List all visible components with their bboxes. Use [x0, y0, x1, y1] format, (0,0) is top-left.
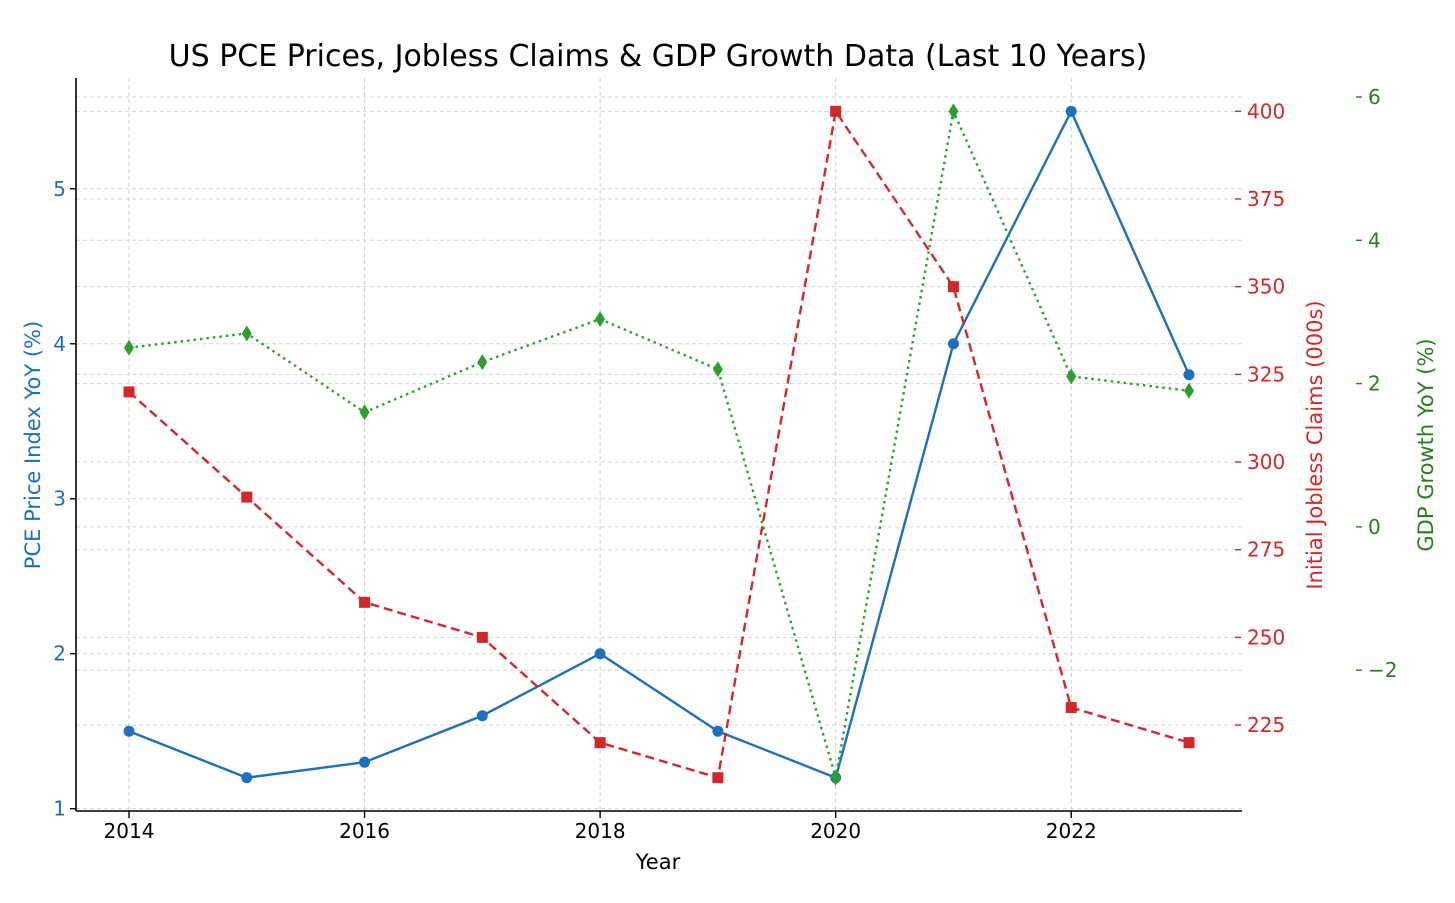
series-left-line — [128, 110, 1191, 779]
right-tick-label: 225 — [1247, 713, 1285, 737]
right-tick-label: 400 — [1247, 99, 1285, 123]
series-right-point — [830, 105, 842, 117]
x-tick-label: 2018 — [575, 819, 626, 843]
series-far-right-point — [1066, 368, 1077, 385]
left-tick-label: 4 — [53, 332, 66, 356]
left-tick-label: 2 — [53, 642, 66, 666]
series-far-right-point — [712, 361, 723, 378]
left-tick-label: 1 — [53, 797, 66, 821]
series-left-point — [712, 725, 724, 737]
series-left-point — [594, 648, 606, 660]
right-y-axis-label: Initial Jobless Claims (000s) — [1303, 300, 1327, 589]
left-tick-label: 3 — [53, 487, 66, 511]
x-axis-label: Year — [635, 850, 681, 874]
x-tick-label: 2014 — [104, 819, 155, 843]
x-tick-label: 2016 — [339, 819, 390, 843]
series-left-point — [947, 338, 959, 350]
x-tick-label: 2022 — [1046, 819, 1097, 843]
far-right-tick-label: −2 — [1368, 658, 1397, 682]
x-tick-label: 2020 — [810, 819, 861, 843]
far-right-y-axis-label: GDP Growth YoY (%) — [1414, 338, 1438, 551]
series-far-right-point — [477, 354, 488, 371]
right-tick-label: 300 — [1247, 450, 1285, 474]
data-series — [123, 103, 1195, 786]
axis-ticks: 2014 2016 2018 2020 2022 1 2 3 4 5 225 250 275 300 325… — [53, 85, 1397, 843]
right-tick-label: 350 — [1247, 275, 1285, 299]
right-tick-label: 325 — [1247, 362, 1285, 386]
series-left-point — [1065, 105, 1077, 117]
series-far-right-point — [1184, 382, 1194, 399]
series-right-point — [1065, 702, 1077, 714]
far-right-tick-label: 0 — [1368, 515, 1381, 539]
far-right-tick-label: 2 — [1368, 372, 1381, 396]
far-right-tick-label: 4 — [1368, 228, 1381, 252]
series-far-right-point — [948, 103, 959, 120]
series-left-point — [476, 710, 488, 722]
series-far-right-point — [359, 404, 370, 421]
series-far-right-line — [128, 110, 1190, 779]
series-right-point — [712, 772, 724, 784]
left-y-axis-label: PCE Price Index YoY (%) — [21, 321, 45, 569]
far-right-tick-label: 6 — [1368, 85, 1381, 109]
series-far-right-point — [830, 769, 841, 786]
series-right-point — [594, 737, 606, 749]
series-right-line — [128, 110, 1190, 779]
series-left-point — [1183, 369, 1195, 381]
chart-title: US PCE Prices, Jobless Claims & GDP Grow… — [169, 39, 1148, 74]
right-tick-label: 275 — [1247, 538, 1285, 562]
series-left-point — [123, 725, 135, 737]
series-right-point — [947, 281, 959, 293]
grid-lines — [76, 78, 1242, 811]
series-right-point — [476, 631, 488, 643]
right-tick-label: 250 — [1247, 625, 1285, 649]
series-right-point — [359, 596, 371, 608]
series-right-point — [1183, 737, 1195, 749]
series-far-right-point — [241, 325, 252, 342]
series-left-point — [359, 756, 371, 768]
left-tick-label: 5 — [53, 177, 66, 201]
series-right-point — [123, 386, 135, 398]
right-tick-label: 375 — [1247, 187, 1285, 211]
series-right-point — [241, 491, 253, 503]
series-far-right-point — [595, 311, 606, 328]
series-far-right-point — [124, 339, 134, 356]
series-left-point — [241, 772, 253, 784]
axes — [75, 78, 1242, 812]
